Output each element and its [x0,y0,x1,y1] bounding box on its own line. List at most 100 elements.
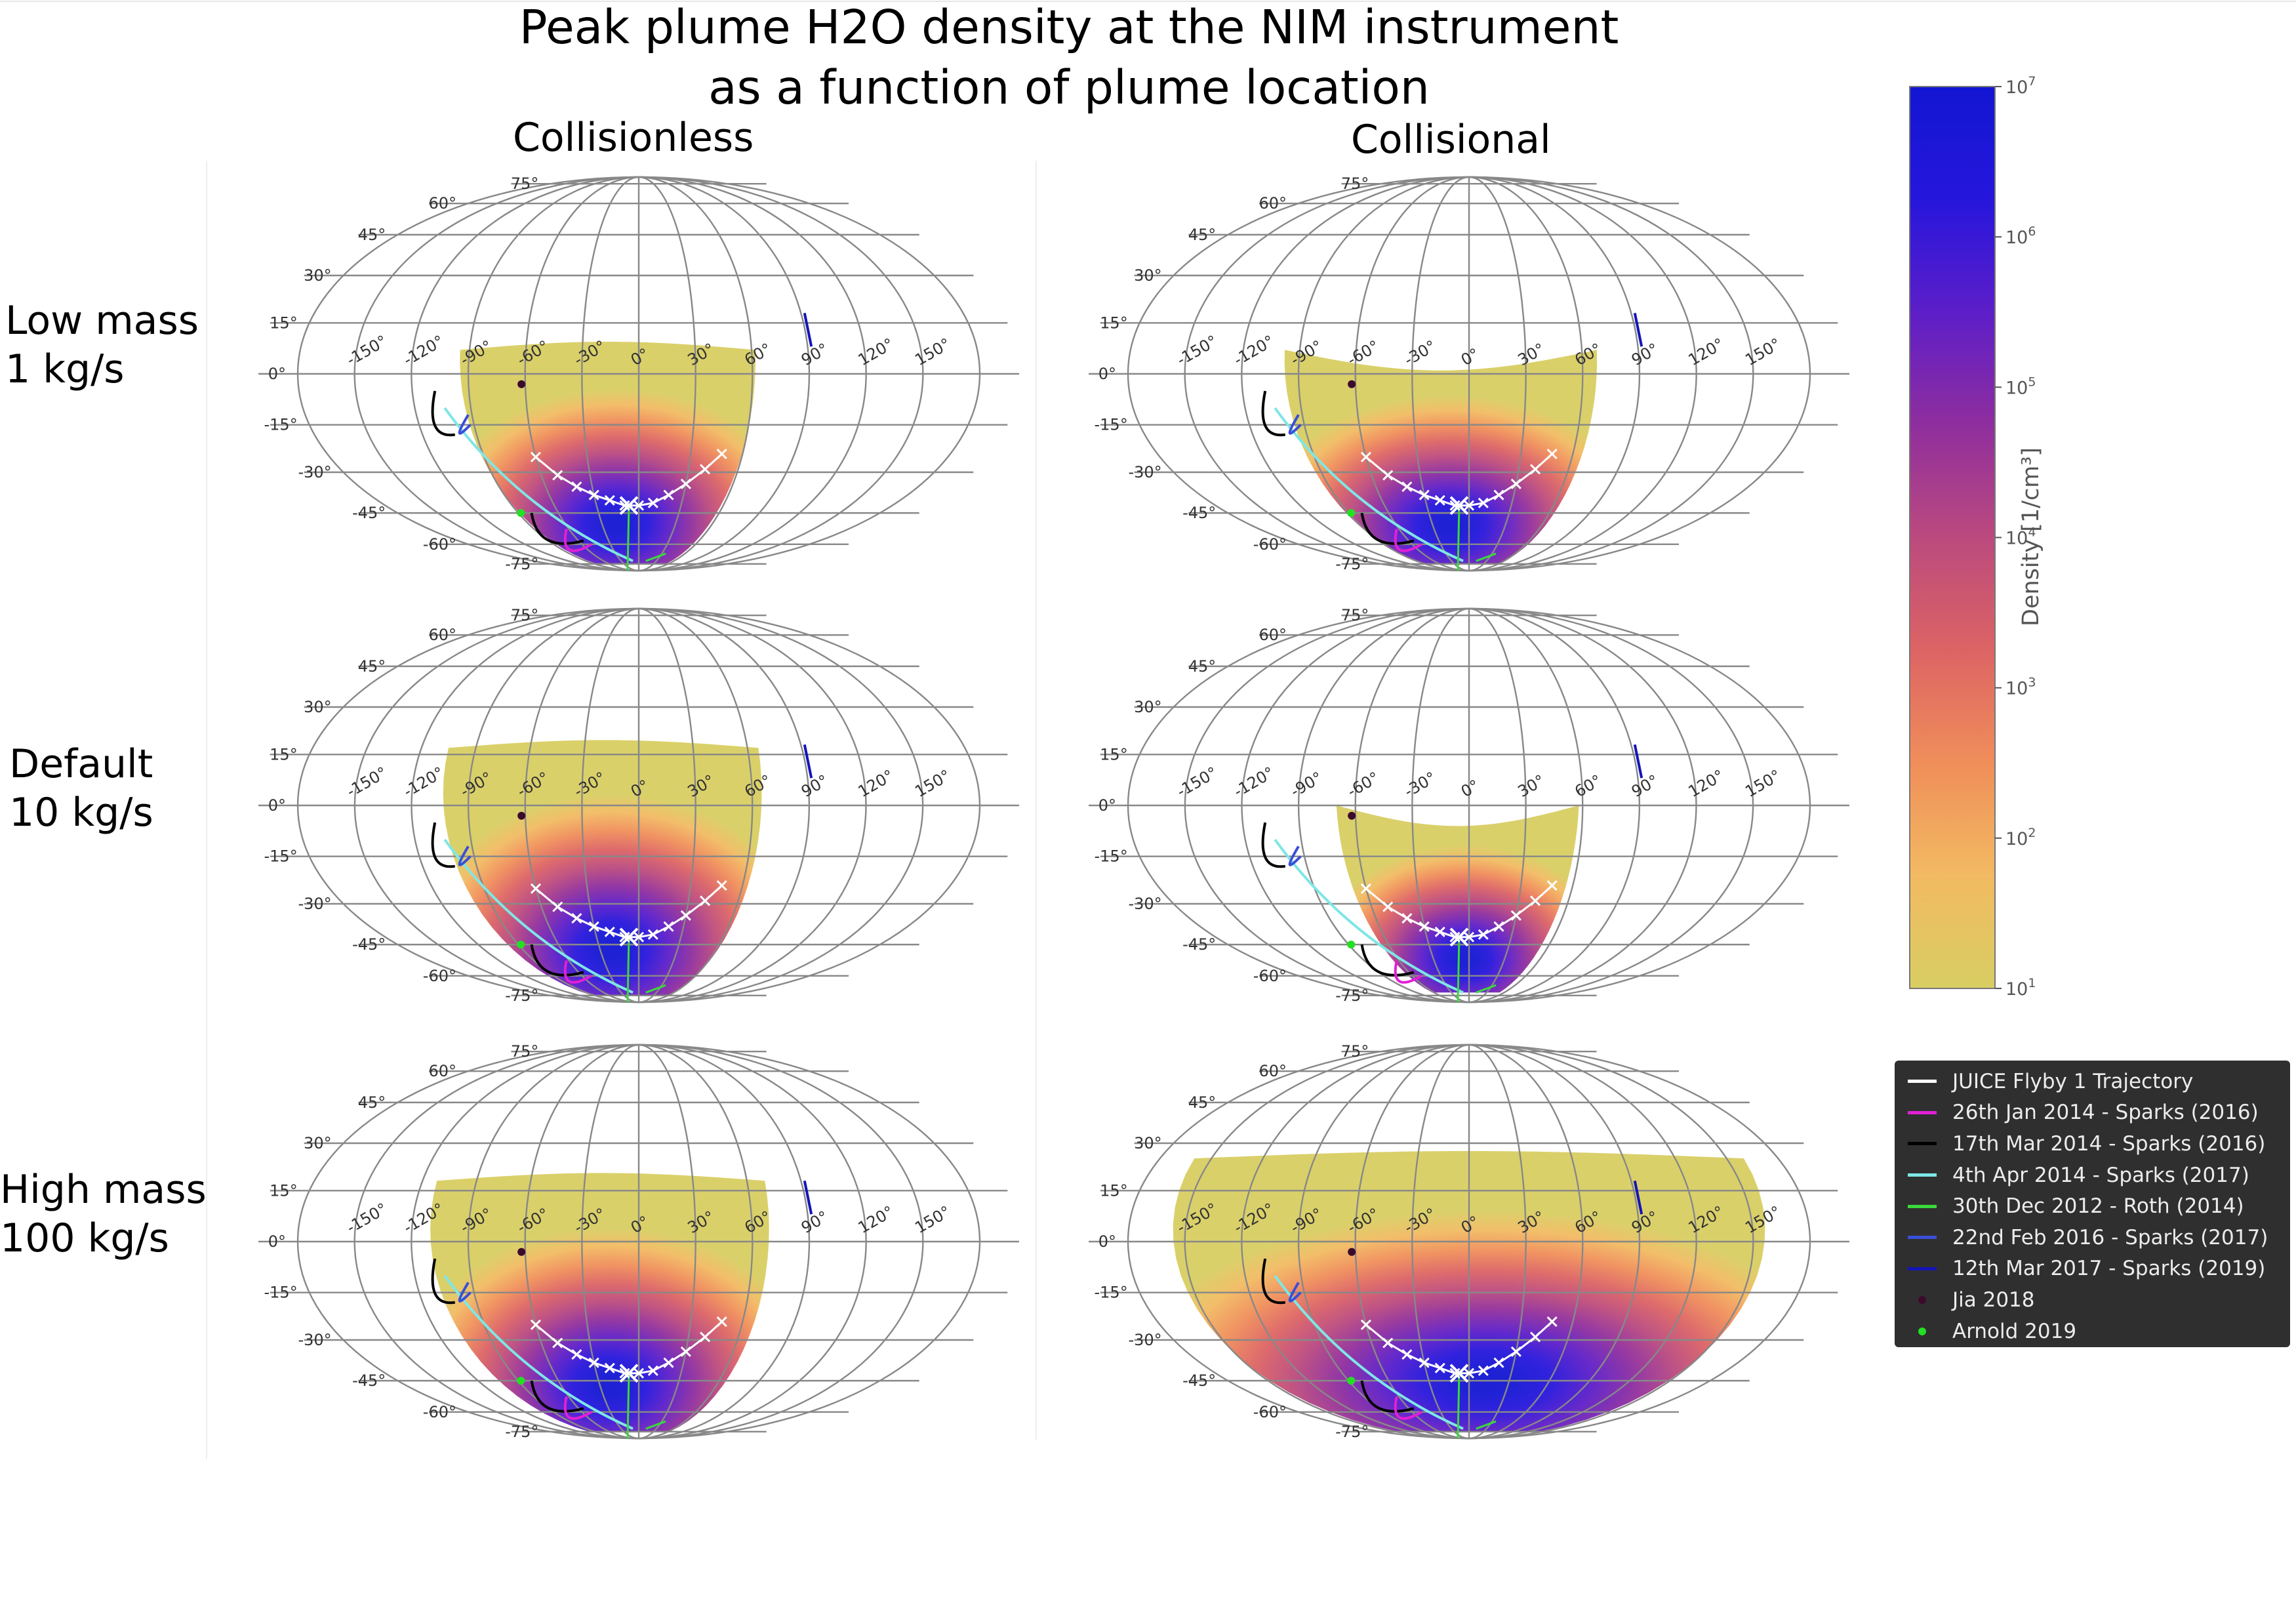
latitude-tick-label: 45° [1188,657,1217,676]
latitude-tick-label: -75° [1335,986,1369,1005]
trajectory-marker [1546,448,1558,460]
latitude-tick-label: 60° [428,194,456,213]
legend-swatch [1908,1204,1937,1208]
legend-item: 17th Mar 2014 - Sparks (2016) [1908,1128,2290,1160]
trajectory-marker [1530,895,1541,906]
latitude-tick-label: -30° [298,463,331,481]
trajectory-marker [619,931,630,943]
roth-2014-track [1476,1420,1497,1430]
colorbar: 101 102 103 104 105 106 107 Density [1/cm³] [1909,74,2044,1000]
latitude-tick-label: 45° [358,657,386,676]
legend-label: 26th Jan 2014 - Sparks (2016) [1952,1101,2259,1125]
sparks-2016-jan-track [1394,1396,1422,1420]
colorbar-tick-label: 102 [2005,826,2036,849]
trajectory-marker [1478,497,1489,508]
closest-approach-marker [619,927,639,947]
roth-2014-track [1457,505,1460,571]
arnold-2019-marker [1347,1377,1356,1385]
trajectory-marker [1463,500,1475,511]
trajectory-marker [663,921,674,932]
trajectory-marker [1510,478,1521,489]
legend-label: Jia 2018 [1952,1287,2035,1312]
longitude-tick-label: 90° [1628,340,1662,370]
longitude-tick-label: -120° [400,332,447,369]
trajectory-marker [647,1365,658,1376]
jia-2018-marker [1348,380,1356,388]
graticule [258,607,1019,1004]
trajectory-marker [1449,931,1460,943]
trajectory-marker [1360,1319,1371,1330]
latitude-tick-label: -75° [505,1423,538,1441]
latitude-tick-label: 45° [358,1093,386,1112]
legend-item: 30th Dec 2012 - Roth (2014) [1908,1190,2290,1222]
trajectory-marker [647,497,658,508]
closest-approach-marker [1449,496,1469,516]
trajectory-marker [680,478,691,489]
trajectory-marker [552,470,563,481]
latitude-tick-label: 30° [1134,1134,1162,1152]
trajectory-marker [1382,1337,1394,1348]
trajectory-marker [716,880,727,891]
jia-2018-marker [517,380,526,388]
graticule [258,1044,1019,1440]
latitude-tick-label: 75° [511,606,539,624]
column-title-collisional: Collisional [1351,117,1551,163]
latitude-tick-label: 45° [358,226,386,244]
latitude-tick-label: 30° [304,266,332,285]
sparks-2016-mar-track [530,944,584,977]
trajectory-marker [1419,1357,1430,1368]
colorbar-tick-label: 105 [2005,375,2036,398]
trajectory-marker [571,481,582,493]
trajectory-marker [1449,500,1460,511]
longitude-tick-label: 90° [798,1207,832,1238]
latitude-tick-label: 60° [1259,194,1287,213]
trajectory-marker [619,500,630,511]
roth-2014-track [645,984,666,994]
latitude-tick-label: 15° [270,314,298,332]
latitude-tick-label: -45° [1182,504,1216,522]
latitude-tick-label: -45° [352,935,386,954]
longitude-tick-label: -150° [344,332,391,369]
legend-item: JUICE Flyby 1 Trajectory [1908,1066,2290,1097]
sparks-2016-mar-track [431,822,456,868]
trajectory-marker [700,895,711,906]
map-panel-2-1: 75° 60° 45° 30° 15° 0° -15° -30° -45° -60° -75° -15… [258,606,1019,1005]
trajectory-marker [1401,481,1413,493]
sparks-2017-apr-track [1274,838,1464,994]
sparks-2016-mar-track [530,512,584,545]
latitude-tick-label: -60° [1253,967,1287,985]
latitude-tick-label: 0° [268,1232,286,1251]
latitude-tick-label: 30° [1134,698,1162,716]
roth-2014-track [1457,937,1460,1003]
latitude-tick-label: 60° [428,1062,456,1080]
map-panel-3-1: 75° 60° 45° 30° 15° 0° -15° -30° -45° -60° -75° -15… [258,1042,1019,1441]
closest-approach-marker [1449,927,1469,947]
trajectory-marker [588,489,599,500]
latitude-tick-label: 60° [1259,1062,1287,1080]
latitude-tick-label: -15° [264,1284,298,1302]
latitude-tick-label: 75° [1341,606,1369,624]
latitude-tick-label: -60° [1253,535,1287,554]
row-label-high-mass: High mass 100 kg/s [0,1167,207,1261]
roth-2014-track [1476,984,1497,994]
roth-2014-track [645,552,666,562]
sparks-2017-feb-track [458,414,472,435]
legend-swatch [1908,1080,1937,1084]
sparks-2017-apr-track [1274,1274,1464,1430]
latitude-tick-label: 0° [1098,1232,1116,1251]
trajectory-marker [1419,489,1430,500]
latitude-tick-label: -30° [1128,895,1161,913]
arnold-2019-marker [517,509,525,517]
longitude-tick-label: -150° [1174,763,1221,801]
figure-title: Peak plume H2O density at the NIM instru… [0,0,2138,118]
longitude-tick-label: -120° [1230,332,1278,369]
sparks-2019-track [803,744,813,779]
legend-swatch [1908,1110,1937,1114]
sparks-2016-mar-track [1261,390,1286,437]
trajectory-marker [1463,931,1475,943]
legend-item: Jia 2018 [1908,1284,2290,1316]
sparks-2016-mar-track [1261,822,1286,868]
trajectory-marker [530,1319,541,1330]
latitude-tick-label: 15° [270,745,298,763]
